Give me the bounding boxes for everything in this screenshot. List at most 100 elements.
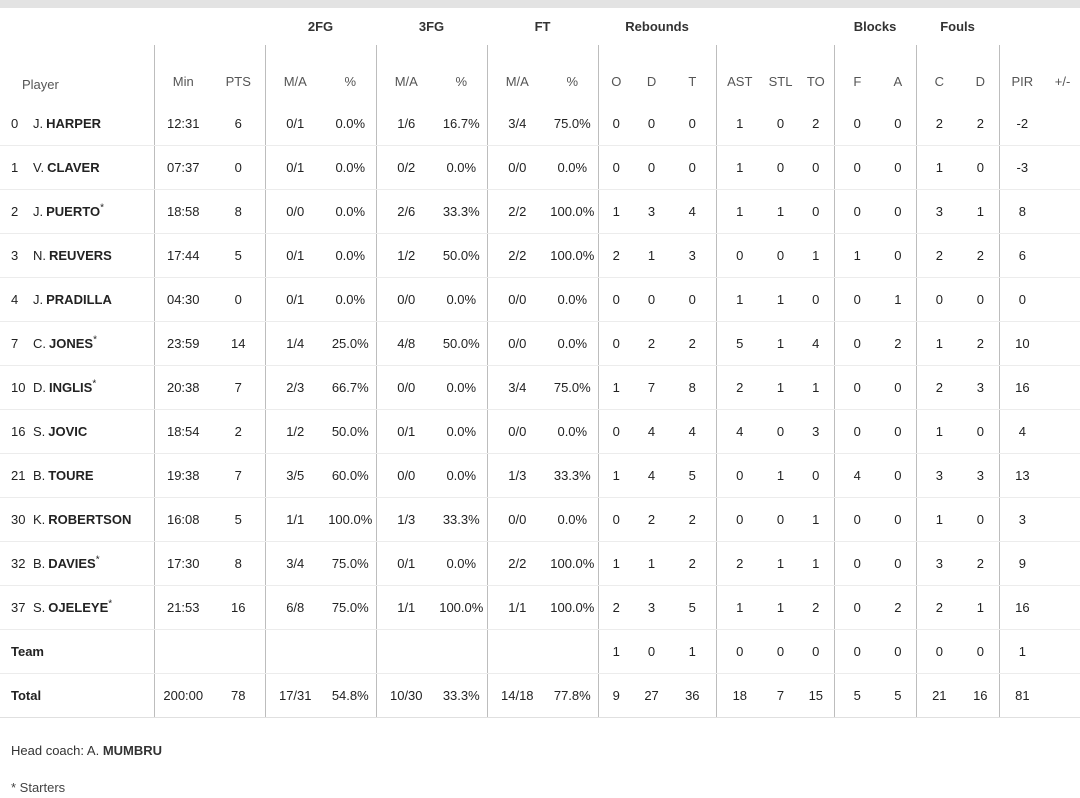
stat-to: 2 xyxy=(798,585,835,630)
player-name-link[interactable]: PUERTO xyxy=(46,204,101,219)
stat-foul-d: 3 xyxy=(962,365,1000,410)
total-row: Total 200:00 78 17/31 54.8% 10/30 33.3% 14/18 77… xyxy=(0,673,1080,718)
player-name-link[interactable]: JONES xyxy=(49,336,94,351)
stat-2fg-pct: 75.0% xyxy=(325,541,377,586)
stat-2fg-pct: 75.0% xyxy=(325,585,377,630)
stat-pir: 8 xyxy=(998,189,1046,234)
stat-blk-f: 0 xyxy=(833,409,881,454)
stat-ft-pct: 0.0% xyxy=(547,145,599,190)
stat-blk-a: 0 xyxy=(880,189,917,234)
player-name-link[interactable]: OJELEYE xyxy=(48,600,109,615)
stat-3fg-pct: 16.7% xyxy=(436,102,488,146)
stat-2fg-pct: 0.0% xyxy=(325,145,377,190)
stat-ft-ma: 2/2 xyxy=(486,541,548,586)
stat-reb-t: 0 xyxy=(669,277,717,322)
stat-blk-a: 5 xyxy=(880,673,917,718)
stat-to: 3 xyxy=(798,409,835,454)
stat-reb-t: 8 xyxy=(669,365,717,410)
table-row[interactable]: 37 S. OJELEYE* 21:53 16 6/8 75.0% 1/1 100.0% 1/1 1… xyxy=(0,585,1080,630)
stat-ft-pct: 100.0% xyxy=(547,541,599,586)
stat-3fg-ma: 0/0 xyxy=(375,277,437,322)
table-row[interactable]: 3 N. REUVERS 17:44 5 0/1 0.0% 1/2 50.0% 2/2 100.0%… xyxy=(0,233,1080,278)
player-name-link[interactable]: ROBERTSON xyxy=(48,512,132,527)
stat-2fg-ma: 1/4 xyxy=(264,321,325,366)
table-row[interactable]: 7 C. JONES* 23:59 14 1/4 25.0% 4/8 50.0% 0/0 0.0% 0… xyxy=(0,321,1080,366)
stat-plus-minus xyxy=(1045,673,1080,718)
boxscore-body: 0 J. HARPER 12:31 6 0/1 0.0% 1/6 16.7% 3/4 75.0% 0 0… xyxy=(0,102,1080,718)
player-name-link[interactable]: REUVERS xyxy=(49,248,112,263)
table-row[interactable]: 16 S. JOVIC 18:54 2 1/2 50.0% 0/1 0.0% 0/0 0.0% 0 4 4… xyxy=(0,409,1080,454)
stat-ft-pct xyxy=(547,629,599,674)
stat-min: 21:53 xyxy=(153,585,212,630)
table-row[interactable]: 32 B. DAVIES* 17:30 8 3/4 75.0% 0/1 0.0% 2/2 100.0… xyxy=(0,541,1080,586)
player-number: 7 xyxy=(11,336,19,351)
head-coach: Head coach: A. MUMBRU xyxy=(11,743,1080,758)
stat-2fg-ma: 0/0 xyxy=(264,189,325,234)
table-row[interactable]: 30 K. ROBERTSON 16:08 5 1/1 100.0% 1/3 33.3% 0/0 0… xyxy=(0,497,1080,542)
player-name-link[interactable]: PRADILLA xyxy=(46,292,112,307)
player-initial: B. xyxy=(33,556,46,571)
stat-pts: 0 xyxy=(212,277,265,322)
stat-reb-t: 0 xyxy=(669,102,717,146)
stat-3fg-ma: 1/3 xyxy=(375,497,437,542)
table-row[interactable]: 4 J. PRADILLA 04:30 0 0/1 0.0% 0/0 0.0% 0/0 0.0% 0 0… xyxy=(0,277,1080,322)
stat-ast: 0 xyxy=(715,497,764,542)
stat-plus-minus xyxy=(1045,321,1080,366)
col-reb-t: T xyxy=(688,74,697,89)
stat-stl: 0 xyxy=(763,145,799,190)
player-name-link[interactable]: TOURE xyxy=(48,468,94,483)
stat-min: 19:38 xyxy=(153,453,212,498)
table-row[interactable]: 2 J. PUERTO* 18:58 8 0/0 0.0% 2/6 33.3% 2/2 100.0%… xyxy=(0,189,1080,234)
stat-3fg-ma: 1/6 xyxy=(375,102,437,146)
player-cell: 7 C. JONES* xyxy=(0,321,154,366)
group-blocks: Blocks xyxy=(853,19,897,34)
stat-3fg-pct: 0.0% xyxy=(436,145,488,190)
stat-ft-ma: 3/4 xyxy=(486,365,548,410)
stat-foul-c: 1 xyxy=(915,321,963,366)
table-row[interactable]: 0 J. HARPER 12:31 6 0/1 0.0% 1/6 16.7% 3/4 75.0% 0 0… xyxy=(0,102,1080,146)
table-row[interactable]: 10 D. INGLIS* 20:38 7 2/3 66.7% 0/0 0.0% 3/4 75.0%… xyxy=(0,365,1080,410)
stat-ast: 1 xyxy=(715,145,764,190)
stat-to: 1 xyxy=(798,541,835,586)
stat-ast: 4 xyxy=(715,409,764,454)
stat-blk-a: 0 xyxy=(880,629,917,674)
player-name-link[interactable]: CLAVER xyxy=(47,160,100,175)
col-2fg-ma: M/A xyxy=(264,45,325,102)
player-name-link[interactable]: JOVIC xyxy=(48,424,88,439)
stat-3fg-pct: 0.0% xyxy=(436,365,488,410)
stat-pts: 7 xyxy=(212,365,265,410)
table-row[interactable]: 21 B. TOURE 19:38 7 3/5 60.0% 0/0 0.0% 1/3 33.3% 1 4… xyxy=(0,453,1080,498)
player-number: 37 xyxy=(11,600,26,615)
stat-ast: 0 xyxy=(715,453,764,498)
group-rebounds: Rebounds xyxy=(625,19,689,34)
col-foul-c: C xyxy=(915,45,963,102)
coach-initial: A. xyxy=(86,743,100,758)
player-initial: V. xyxy=(33,160,45,175)
stat-reb-o: 0 xyxy=(597,321,635,366)
stat-reb-d: 0 xyxy=(634,629,670,674)
player-initial: J. xyxy=(33,204,44,219)
stat-to: 1 xyxy=(798,233,835,278)
stat-min: 18:54 xyxy=(153,409,212,454)
player-name-link[interactable]: DAVIES xyxy=(48,556,96,571)
stat-reb-d: 1 xyxy=(634,541,670,586)
stat-blk-a: 0 xyxy=(880,409,917,454)
stat-ft-ma: 0/0 xyxy=(486,277,548,322)
stat-foul-d: 1 xyxy=(962,585,1000,630)
stat-2fg-ma: 0/1 xyxy=(264,102,325,146)
stat-stl: 0 xyxy=(763,233,799,278)
player-cell: 32 B. DAVIES* xyxy=(0,541,154,586)
player-name-link[interactable]: INGLIS xyxy=(49,380,93,395)
stat-pir: 0 xyxy=(998,277,1046,322)
stat-plus-minus xyxy=(1045,409,1080,454)
stat-ast: 0 xyxy=(715,629,764,674)
stat-reb-t: 3 xyxy=(669,233,717,278)
stat-min xyxy=(153,629,212,674)
player-name-link[interactable]: HARPER xyxy=(46,116,102,131)
stat-to: 4 xyxy=(798,321,835,366)
table-row[interactable]: 1 V. CLAVER 07:37 0 0/1 0.0% 0/2 0.0% 0/0 0.0% 0 0 0 1… xyxy=(0,145,1080,190)
starters-note: * Starters xyxy=(11,780,66,795)
group-2fg: 2FG xyxy=(307,19,334,34)
stat-ast: 1 xyxy=(715,585,764,630)
stat-3fg-pct: 0.0% xyxy=(436,277,488,322)
